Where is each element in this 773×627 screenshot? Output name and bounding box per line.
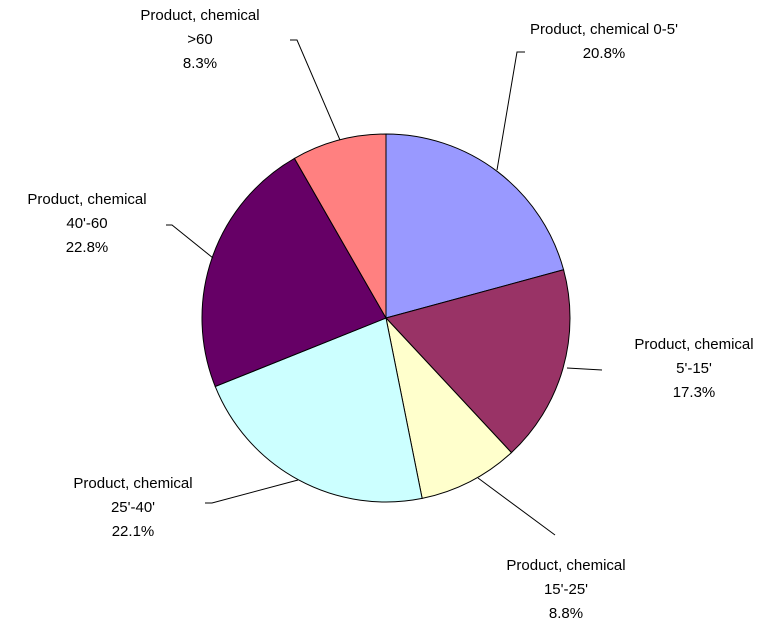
value-label: 22.8%	[65, 239, 109, 256]
pie-slice	[385, 133, 565, 319]
leader-line	[477, 477, 556, 536]
value-label: 17.3%	[672, 384, 716, 401]
category-label: Product, chemical 40'-60	[27, 191, 147, 232]
category-label: Product, chemical 0-5'	[530, 21, 678, 38]
pie-slice	[385, 316, 513, 500]
slice-label: Product, chemical 25'-40' 22.1%	[63, 472, 203, 544]
category-label: Product, chemical 5'-15'	[634, 336, 754, 377]
leader-line	[166, 224, 214, 259]
value-label: 20.8%	[582, 45, 626, 62]
slice-label: Product, chemical 5'-15' 17.3%	[624, 333, 764, 405]
slice-label: Product, chemical 0-5' 20.8%	[524, 18, 684, 66]
value-label: 8.8%	[548, 605, 584, 622]
leader-line	[205, 479, 299, 504]
pie-slice	[293, 133, 387, 320]
category-label: Product, chemical 25'-40'	[73, 475, 193, 516]
pie-slice	[385, 269, 571, 454]
category-label: Product, chemical >60	[140, 7, 260, 48]
slice-label: Product, chemical 15'-25' 8.8%	[496, 554, 636, 626]
value-label: 8.3%	[182, 55, 218, 72]
leader-line	[566, 367, 603, 371]
category-label: Product, chemical 15'-25'	[506, 557, 626, 598]
value-label: 22.1%	[111, 523, 155, 540]
leader-line	[496, 51, 525, 171]
pie-slice	[214, 317, 423, 503]
slice-label: Product, chemical >60 8.3%	[130, 4, 270, 76]
leader-line	[290, 39, 341, 141]
slice-label: Product, chemical 40'-60 22.8%	[17, 188, 157, 260]
